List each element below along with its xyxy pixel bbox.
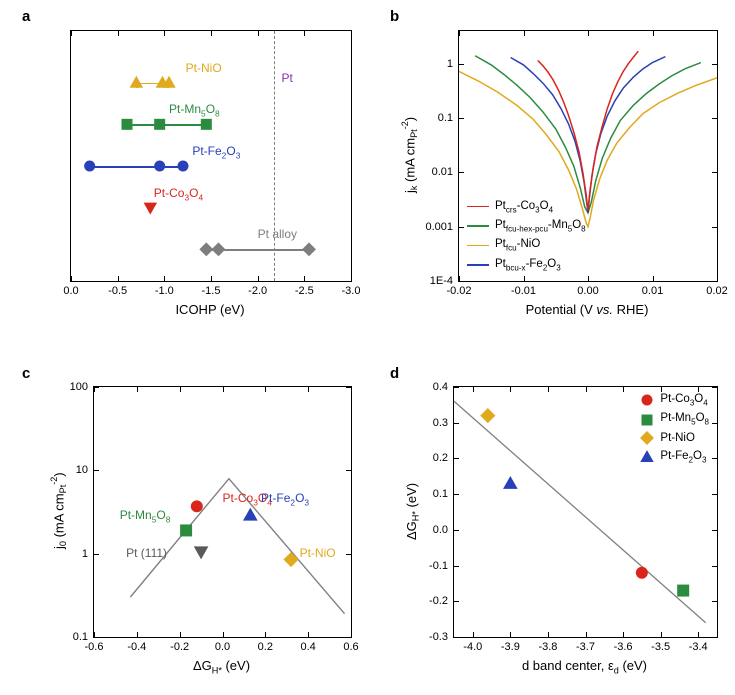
legend-item: Ptbcu-x-Fe2O3: [467, 256, 586, 274]
panel-b-plot: Ptcrs-Co3O4Ptfcu-hex-pcu-Mn5O8Ptfcu-NiO P…: [458, 30, 718, 282]
panel-d-plot: Pt-Co3O4Pt-Mn5O8Pt-NiOPt-Fe2O3 -4.0-3.9-…: [453, 386, 718, 638]
panel-c-xlabel: ΔGH* (eV): [93, 658, 350, 676]
panel-d-legend: Pt-Co3O4Pt-Mn5O8 Pt-NiOPt-Fe2O3: [640, 391, 709, 467]
panel-b: Ptcrs-Co3O4Ptfcu-hex-pcu-Mn5O8Ptfcu-NiO P…: [398, 22, 728, 322]
panel-a: 0.0-0.5-1.0-1.5-2.0-2.5-3.0PtPt-NiOPt-Mn…: [45, 22, 365, 322]
panel-c-ylabel: j0 (mA cmPt-2): [49, 386, 68, 636]
legend-item: Pt-Fe2O3: [640, 448, 709, 466]
panel-c: -0.6-0.4-0.20.00.20.40.60.1110100Pt-Co3O…: [45, 378, 365, 678]
panel-a-label: a: [22, 8, 30, 25]
panel-b-xlabel: Potential (V vs. RHE): [458, 302, 716, 317]
legend-item: Pt-Co3O4: [640, 391, 709, 409]
panel-c-label: c: [22, 365, 30, 382]
figure: a b c d 0.0-0.5-1.0-1.5-2.0-2.5-3.0PtPt-…: [0, 0, 735, 695]
panel-a-plot: 0.0-0.5-1.0-1.5-2.0-2.5-3.0PtPt-NiOPt-Mn…: [70, 30, 352, 282]
panel-b-ylabel: jk (mA cmPt-2): [400, 30, 419, 280]
panel-d-xlabel: d band center, εd (eV): [453, 658, 716, 676]
legend-item: Ptcrs-Co3O4: [467, 198, 586, 216]
legend-item: Pt-Mn5O8: [640, 410, 709, 428]
panel-a-xlabel: ICOHP (eV): [70, 302, 350, 317]
panel-c-plot: -0.6-0.4-0.20.00.20.40.60.1110100Pt-Co3O…: [93, 386, 352, 638]
legend-item: Ptfcu-NiO: [467, 236, 586, 254]
legend-item: Pt-NiO: [640, 430, 709, 447]
panel-b-legend: Ptcrs-Co3O4Ptfcu-hex-pcu-Mn5O8Ptfcu-NiO P…: [467, 198, 586, 275]
panel-d-ylabel: ΔGH* (eV): [404, 386, 421, 636]
panel-d: Pt-Co3O4Pt-Mn5O8Pt-NiOPt-Fe2O3 -4.0-3.9-…: [398, 378, 728, 678]
legend-item: Ptfcu-hex-pcu-Mn5O8: [467, 217, 586, 235]
